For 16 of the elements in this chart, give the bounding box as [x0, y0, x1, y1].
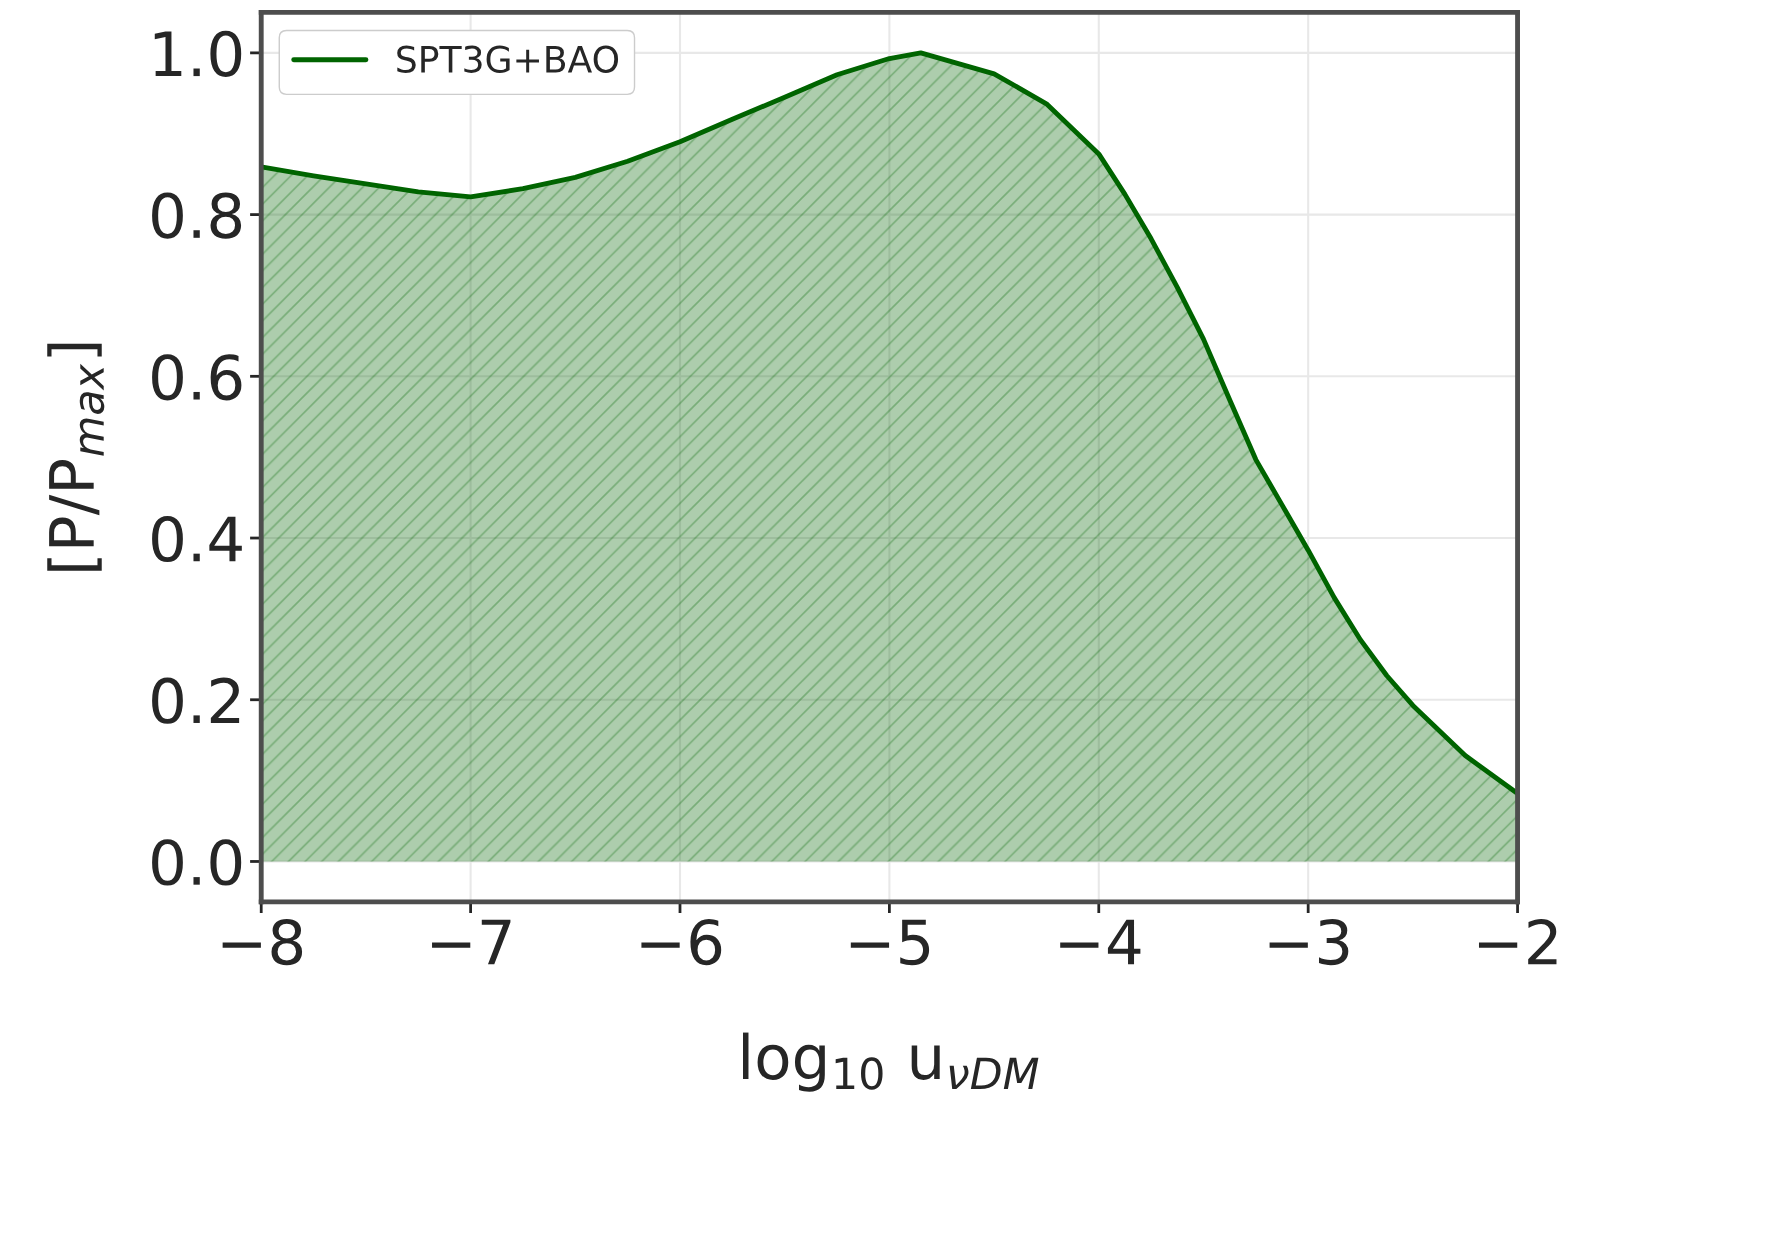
y-tick-label: 0.8	[152, 192, 242, 239]
x-tick-label: −6	[641, 918, 722, 966]
x-tick-label: −4	[1060, 919, 1141, 965]
y-axis-title: [P/P$_{max}$]	[47, 343, 105, 571]
x-tick-label: −2	[1478, 918, 1557, 965]
y-tick-label: 0.2	[152, 677, 240, 724]
y-tick-label: 0.6	[152, 354, 242, 401]
x-tick-label: −3	[1269, 918, 1349, 966]
y-tick-label: 0.4	[152, 515, 242, 563]
x-tick-label: −8	[222, 918, 303, 966]
x-axis-title: log$_{10}$ u$_{νDM}$	[742, 1032, 1039, 1092]
x-tick-label: −7	[432, 919, 511, 965]
y-tick-label: 0.0	[152, 839, 242, 886]
y-tick-label: 1.0	[154, 30, 242, 77]
legend-label: SPT3G+BAO	[397, 45, 619, 73]
x-tick-label: −5	[850, 919, 930, 966]
